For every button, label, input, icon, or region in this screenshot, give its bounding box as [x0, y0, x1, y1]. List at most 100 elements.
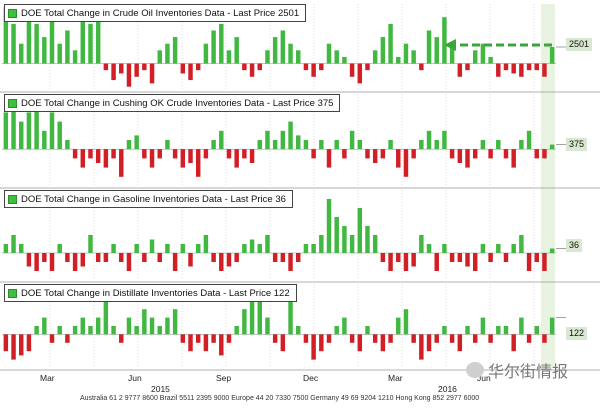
bar-p1-14	[111, 149, 116, 159]
bar-p2-49	[380, 253, 386, 262]
bar-p2-52	[403, 253, 409, 271]
bar-p3-8	[65, 334, 70, 343]
bar-p1-33	[257, 140, 262, 150]
bar-p1-59	[457, 149, 463, 163]
bar-p1-54	[419, 140, 424, 150]
bar-p2-33	[257, 244, 262, 253]
bar-p2-30	[234, 253, 239, 262]
bar-p0-65	[503, 63, 509, 71]
bar-p1-13	[103, 149, 109, 168]
bar-p1-50	[388, 140, 393, 150]
bar-p1-43	[334, 140, 339, 150]
bar-p0-38	[296, 50, 301, 64]
bar-p1-51	[396, 149, 401, 168]
bar-p3-34	[265, 317, 270, 335]
bar-p0-20	[157, 50, 162, 64]
bar-p0-55	[426, 30, 432, 64]
bar-p0-47	[365, 63, 370, 71]
bar-p0-13	[103, 63, 109, 71]
bar-p2-65	[503, 253, 509, 262]
bar-p0-51	[396, 56, 401, 64]
bar-p1-31	[242, 149, 247, 159]
last-value-distillate: 122	[566, 327, 588, 340]
bar-p0-46	[357, 63, 363, 84]
bar-p3-35	[272, 334, 278, 343]
bar-p1-45	[349, 130, 355, 150]
bar-p1-67	[519, 140, 524, 150]
bar-p0-1	[11, 23, 16, 64]
bar-p2-62	[480, 244, 486, 253]
panel-title-gasoline: DOE Total Change in Gasoline Inventories…	[4, 190, 293, 208]
bar-p0-43	[334, 50, 339, 64]
bar-p2-26	[203, 235, 209, 253]
bar-p3-31	[242, 309, 247, 335]
bar-p1-58	[449, 149, 455, 159]
bar-p2-61	[472, 253, 478, 271]
bar-p0-31	[242, 63, 247, 71]
bar-p2-63	[488, 253, 493, 262]
legend-swatch-cushing	[8, 98, 17, 108]
bar-p3-26	[203, 334, 209, 352]
bar-p3-24	[188, 334, 193, 352]
bar-p2-15	[119, 253, 124, 262]
bar-p0-12	[95, 10, 101, 64]
bar-p2-48	[372, 235, 378, 253]
bar-p3-47	[365, 326, 370, 335]
bar-p3-54	[419, 334, 424, 360]
bar-p3-22	[172, 309, 178, 335]
bar-p1-26	[203, 149, 209, 159]
bar-p2-53	[411, 253, 416, 267]
panel-title-crude-text: DOE Total Change in Crude Oil Inventorie…	[21, 7, 300, 19]
bar-p2-59	[457, 253, 463, 262]
bar-p2-25	[195, 244, 201, 253]
bar-p0-58	[449, 43, 455, 64]
bar-p2-71	[549, 248, 555, 253]
bar-p3-36	[280, 334, 286, 352]
bar-p1-1	[11, 103, 16, 150]
bar-p1-34	[265, 130, 270, 150]
bar-p2-36	[280, 253, 286, 262]
bar-p1-7	[57, 121, 62, 150]
bar-p3-16	[126, 317, 132, 335]
bar-p1-6	[49, 112, 55, 150]
bar-p0-5	[42, 37, 47, 64]
bar-p3-69	[534, 326, 539, 335]
bar-p0-57	[442, 17, 447, 64]
bar-p0-6	[49, 17, 55, 64]
bar-p1-29	[226, 149, 232, 159]
bar-p0-24	[188, 63, 193, 81]
bar-p0-37	[288, 43, 293, 64]
bar-p2-70	[542, 253, 547, 271]
bar-p2-69	[534, 253, 539, 262]
bar-p1-38	[296, 135, 301, 150]
bar-p0-53	[411, 50, 416, 64]
latest-week-highlight	[541, 4, 555, 368]
bar-p3-10	[80, 317, 86, 335]
bar-p0-32	[249, 63, 255, 77]
bar-p1-66	[511, 149, 516, 168]
bar-p2-66	[511, 244, 516, 253]
bar-p0-64	[496, 63, 501, 77]
bar-p2-10	[80, 253, 86, 267]
bar-p2-54	[419, 235, 424, 253]
bar-p1-40	[311, 149, 316, 159]
bar-p3-56	[434, 334, 439, 343]
bar-p0-60	[465, 63, 470, 71]
bar-p1-37	[288, 121, 293, 150]
bar-p3-4	[34, 326, 39, 335]
bar-p0-52	[403, 43, 409, 64]
x-tick-mar-2016: Mar	[388, 373, 403, 383]
bar-p0-10	[80, 17, 86, 64]
bar-p3-44	[342, 317, 347, 335]
bar-p0-69	[534, 63, 539, 71]
bar-p0-61	[472, 50, 478, 64]
bar-p2-16	[126, 253, 132, 271]
bar-p3-23	[180, 334, 186, 343]
bar-p1-28	[219, 130, 224, 150]
bar-p0-19	[149, 63, 155, 84]
bar-p3-70	[542, 334, 547, 343]
bar-p0-35	[272, 37, 278, 64]
bar-p2-45	[349, 235, 355, 253]
bar-p2-6	[49, 253, 55, 271]
bar-p3-68	[526, 334, 532, 343]
